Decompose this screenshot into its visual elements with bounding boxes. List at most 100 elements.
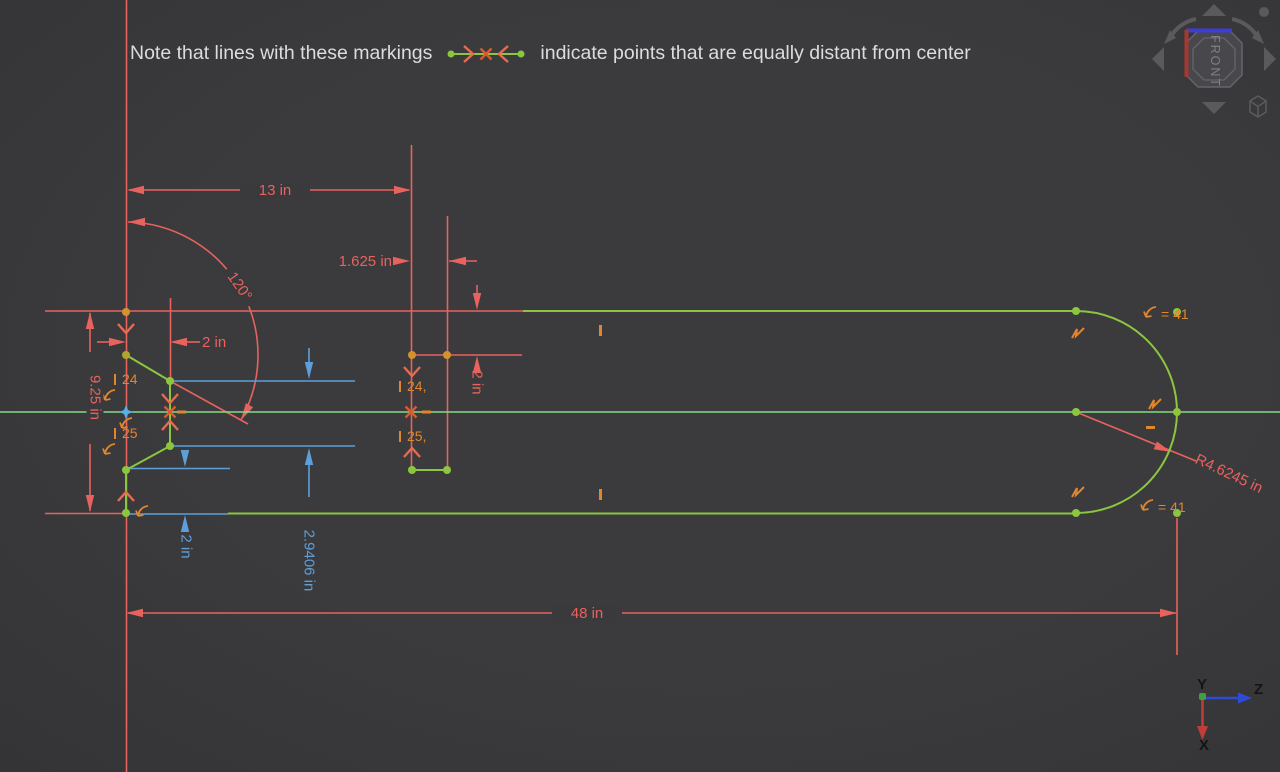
sketch-point[interactable] — [122, 509, 130, 517]
y-axis-dot — [1199, 693, 1206, 700]
constraint-label-41-top[interactable]: = 41 — [1161, 306, 1189, 322]
vertical-bar-icon — [399, 430, 401, 442]
view-cube-face-label[interactable]: FRONT — [1208, 35, 1222, 89]
arrowhead — [304, 362, 314, 379]
vertical-bar-icon — [114, 427, 116, 439]
angle-arc[interactable] — [127, 221, 259, 421]
midpoint-dash — [1146, 426, 1155, 429]
sketch-point[interactable] — [122, 466, 130, 474]
rotate-cw-arrow[interactable] — [1231, 17, 1260, 40]
view-cube-face-inner — [1192, 37, 1236, 81]
constraint-number: = 41 — [1161, 306, 1189, 322]
dimension-2in-mid[interactable]: 2 in — [468, 370, 486, 395]
sketch-point[interactable] — [166, 442, 174, 450]
sketch-point[interactable] — [166, 377, 174, 385]
dimension-48in[interactable]: 48 in — [552, 605, 622, 622]
view-cube-right-arrow[interactable] — [1264, 47, 1276, 71]
sketch-point[interactable] — [1173, 308, 1181, 316]
sketch-point[interactable] — [408, 466, 416, 474]
constraint-number: 25, — [407, 428, 427, 444]
y-axis-label: Y — [1197, 676, 1208, 693]
constraint-hook-icon — [102, 389, 116, 401]
tangent-marker — [1071, 486, 1085, 498]
note-suffix: indicate points that are equally distant… — [540, 42, 971, 64]
view-cube-home-dot[interactable] — [1259, 7, 1269, 17]
dimension-29406in[interactable]: 2.9406 in — [300, 529, 318, 592]
blue-dimension-lines[interactable] — [126, 348, 355, 532]
arrowhead — [1160, 608, 1177, 618]
sketch-point[interactable] — [443, 466, 451, 474]
vertical-constraint-tick — [599, 489, 602, 500]
isometric-cube-icon[interactable] — [1249, 95, 1267, 118]
tangent-marker — [1148, 398, 1162, 410]
rotate-cw-arrowhead — [1252, 30, 1264, 44]
note-prefix: Note that lines with these markings — [130, 42, 433, 64]
vertical-bar-icon — [399, 380, 401, 392]
arrowhead — [85, 312, 95, 329]
sketch-point[interactable] — [122, 308, 130, 316]
constraint-label-25-mid[interactable]: 25, — [399, 428, 426, 444]
radius-dimension-line[interactable] — [1075, 411, 1197, 462]
constraint-number: 24, — [407, 378, 427, 394]
x-axis-label: X — [1199, 737, 1210, 754]
constraint-number: 25 — [122, 425, 138, 441]
midpoint-dash — [177, 410, 186, 414]
arrowhead — [127, 185, 144, 195]
arrowhead — [180, 450, 190, 467]
arc-endpoint[interactable] — [1072, 509, 1080, 517]
arrowhead — [394, 185, 411, 195]
notch-line[interactable] — [125, 445, 171, 471]
sketch-point[interactable] — [443, 351, 451, 359]
view-cube-left-arrow[interactable] — [1152, 47, 1164, 71]
constraint-hook-icon — [1140, 499, 1154, 511]
sketch-geometry[interactable] — [125, 310, 1178, 515]
arc-quadrant-point[interactable] — [1173, 408, 1181, 416]
notch-line[interactable] — [125, 354, 171, 382]
sketch-origin-point[interactable] — [119, 405, 133, 419]
constraint-label-25-left[interactable]: 25 — [114, 425, 138, 441]
arrowhead — [109, 337, 126, 347]
dimension-lines[interactable] — [45, 0, 1197, 772]
sketch-points[interactable] — [119, 307, 1181, 517]
view-cube[interactable] — [1152, 4, 1276, 118]
dimension-13in[interactable]: 13 in — [240, 182, 310, 199]
dimension-925in[interactable]: 9.25 in — [86, 364, 104, 431]
constraint-hook-icon — [102, 443, 116, 455]
arrowhead — [126, 608, 143, 618]
arrowhead — [170, 337, 187, 347]
view-cube-x-edge — [1184, 30, 1189, 77]
dimension-2in-blue[interactable]: 2 in — [177, 534, 195, 559]
dimension-2in-top[interactable]: 2 in — [202, 334, 227, 351]
vertical-constraint-tick — [599, 325, 602, 336]
arrowhead — [128, 217, 145, 227]
constraint-number: = 41 — [1158, 499, 1186, 515]
arrowhead — [85, 495, 95, 512]
midpoint-dash — [422, 410, 431, 414]
view-cube-z-edge — [1186, 28, 1232, 33]
arrowhead — [393, 256, 410, 266]
view-cube-down-arrow[interactable] — [1202, 102, 1226, 114]
x-axis-arrowhead — [1197, 726, 1208, 740]
dimension-1625in[interactable]: 1.625 in — [338, 253, 392, 270]
rotate-ccw-arrowhead — [1164, 30, 1176, 44]
vertical-bar-icon — [114, 373, 116, 385]
constraint-label-24-left[interactable]: 24 — [114, 371, 138, 387]
view-cube-up-arrow[interactable] — [1202, 4, 1226, 16]
constraint-label-24-mid[interactable]: 24, — [399, 378, 426, 394]
constraint-label-41-bottom[interactable]: = 41 — [1158, 499, 1186, 515]
sketch-point[interactable] — [122, 351, 130, 359]
tangent-marker — [1071, 327, 1085, 339]
constraint-markers — [102, 306, 1162, 517]
arrowhead — [472, 293, 482, 310]
constraint-hook-icon — [1143, 306, 1157, 318]
axis-triad — [1197, 692, 1252, 740]
constraint-number: 24 — [122, 371, 138, 387]
sketch-point[interactable] — [408, 351, 416, 359]
arc-center-point[interactable] — [1072, 408, 1080, 416]
z-axis-arrowhead — [1238, 692, 1252, 704]
note-banner: Note that lines with these markings indi… — [130, 42, 971, 65]
sketch-point[interactable] — [1173, 509, 1181, 517]
angle-leg-line — [169, 380, 249, 425]
arc-endpoint[interactable] — [1072, 307, 1080, 315]
